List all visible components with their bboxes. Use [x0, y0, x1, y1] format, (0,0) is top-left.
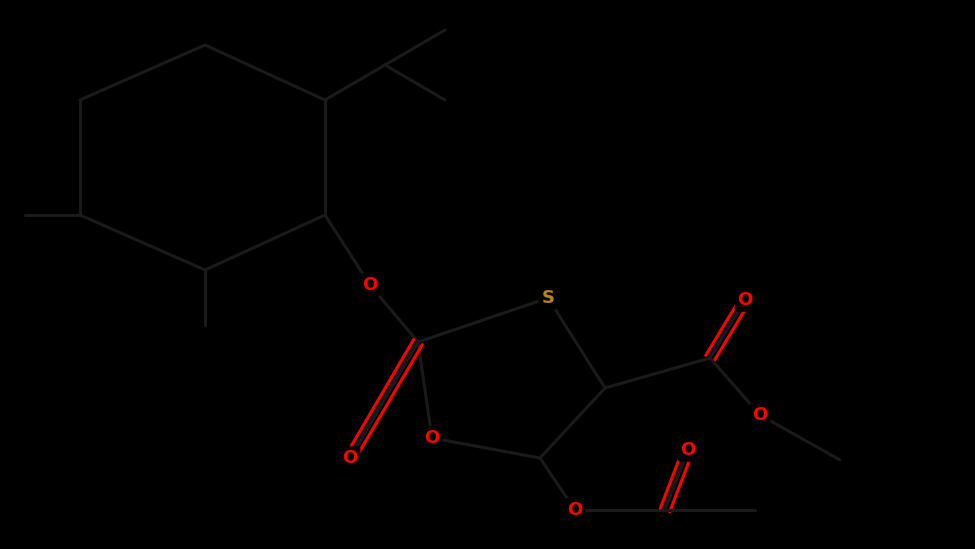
Text: O: O	[363, 276, 377, 294]
Text: O: O	[737, 291, 753, 309]
Text: O: O	[424, 429, 440, 447]
Text: S: S	[541, 289, 555, 307]
Text: O: O	[753, 406, 767, 424]
Text: O: O	[567, 501, 583, 519]
Text: O: O	[681, 441, 695, 459]
Text: O: O	[342, 449, 358, 467]
